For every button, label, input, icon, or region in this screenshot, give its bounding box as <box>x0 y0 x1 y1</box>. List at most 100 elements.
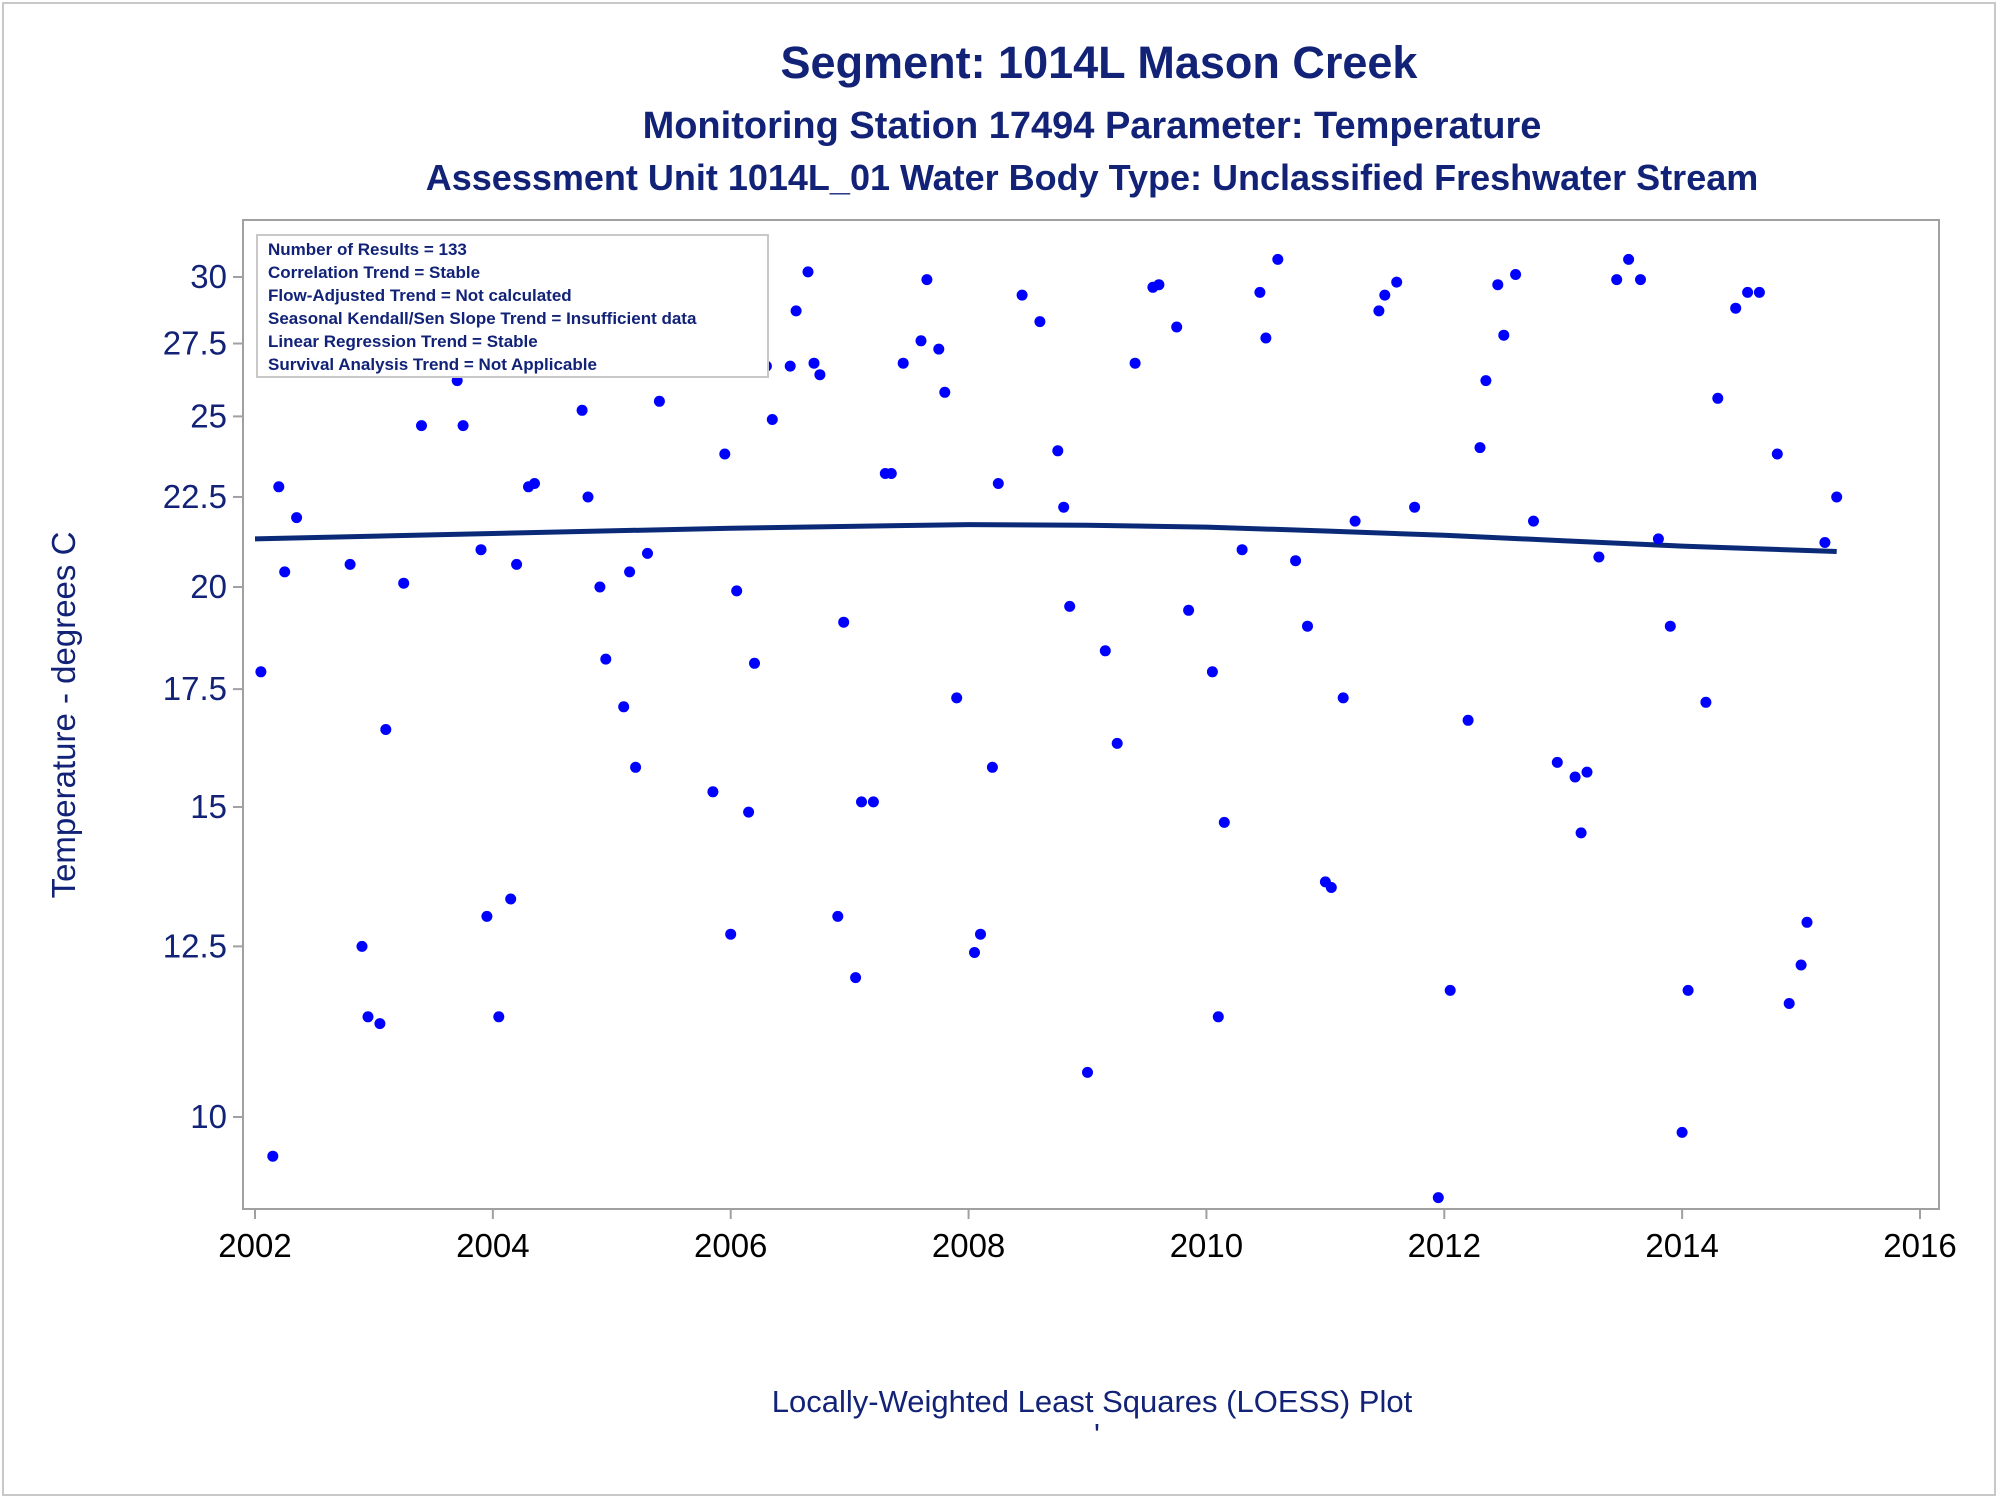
x-tick-label: 2016 <box>1883 1227 1956 1264</box>
data-point <box>1052 445 1064 457</box>
data-point <box>1302 620 1313 632</box>
data-point <box>1753 286 1765 298</box>
data-point <box>279 566 291 578</box>
data-point <box>939 386 951 398</box>
data-point <box>267 1150 279 1162</box>
data-point <box>731 585 743 597</box>
x-tick-label: 2004 <box>456 1227 529 1264</box>
data-point <box>1611 274 1623 286</box>
chart-subtitle-assessment: Assessment Unit 1014L_01 Water Body Type… <box>426 157 1759 198</box>
data-point <box>624 566 636 578</box>
loess-trend-line <box>254 522 1837 554</box>
data-point <box>885 468 897 479</box>
data-point <box>1801 916 1813 928</box>
x-tick-label: 2002 <box>218 1227 291 1264</box>
data-point <box>790 305 802 317</box>
data-point <box>814 369 826 381</box>
data-point <box>1171 321 1183 333</box>
data-point <box>1409 501 1421 513</box>
data-point <box>969 947 980 958</box>
data-point <box>416 420 427 432</box>
data-point <box>362 1011 374 1023</box>
data-point <box>838 616 850 628</box>
inset-line-linear-regression: Linear Regression Trend = Stable <box>268 332 538 351</box>
plot-area <box>242 219 1940 1210</box>
data-point <box>380 724 392 735</box>
data-point <box>1432 1192 1444 1204</box>
data-point <box>707 786 719 798</box>
data-point <box>808 357 820 369</box>
x-tick-label: 2010 <box>1170 1227 1243 1264</box>
data-point <box>719 448 731 460</box>
x-tick-label: 2008 <box>932 1227 1005 1264</box>
data-point <box>576 404 588 416</box>
data-point <box>1183 604 1195 616</box>
y-tick-label: 12.5 <box>163 927 227 964</box>
data-point <box>1373 305 1385 317</box>
data-point <box>1325 882 1337 893</box>
data-point <box>802 266 814 278</box>
data-point <box>653 395 665 407</box>
data-point <box>255 666 267 678</box>
data-point <box>618 701 630 713</box>
data-point <box>374 1018 386 1030</box>
data-point <box>1593 551 1605 563</box>
data-point <box>1218 816 1230 828</box>
data-point <box>1795 959 1807 971</box>
data-point <box>505 893 517 905</box>
data-point <box>493 1011 505 1023</box>
x-axis: 2002 2004 2006 2008 2010 2012 2014 2016 <box>218 1209 1957 1264</box>
data-point <box>1712 392 1724 404</box>
data-point <box>398 577 410 589</box>
data-point <box>1082 1066 1093 1078</box>
data-point <box>1272 253 1284 265</box>
data-point <box>1034 316 1046 328</box>
data-point <box>1664 620 1676 632</box>
data-point <box>1730 302 1742 314</box>
data-point <box>1016 289 1028 301</box>
data-point <box>481 910 493 922</box>
data-point <box>915 335 927 347</box>
data-point <box>1635 274 1646 286</box>
data-point <box>951 692 963 704</box>
data-point <box>933 343 945 355</box>
data-point <box>291 512 303 524</box>
data-point <box>1236 544 1248 556</box>
footnote-mark: ' <box>1094 1417 1100 1452</box>
data-point <box>1153 279 1165 291</box>
data-point <box>992 478 1004 489</box>
inset-line-results: Number of Results = 133 <box>268 240 467 259</box>
data-point <box>529 478 540 489</box>
data-point <box>1700 696 1712 708</box>
data-point <box>511 558 523 570</box>
data-point <box>1510 269 1522 280</box>
y-tick-label: 22.5 <box>163 478 227 515</box>
data-point <box>1819 537 1831 548</box>
data-points <box>255 241 1843 1204</box>
data-point <box>1480 375 1492 387</box>
x-tick-label: 2014 <box>1645 1227 1718 1264</box>
data-point <box>850 972 862 984</box>
data-point <box>975 928 986 940</box>
data-point <box>832 910 844 922</box>
y-axis: 10 12.5 15 17.5 20 22.5 25 27.5 30 <box>163 258 243 1135</box>
data-point <box>1111 737 1123 749</box>
data-point <box>766 414 778 425</box>
data-point <box>867 796 879 808</box>
data-point <box>986 761 998 773</box>
chart-title: Segment: 1014L Mason Creek <box>781 37 1419 88</box>
data-point <box>457 420 469 432</box>
data-point <box>1290 555 1302 567</box>
data-point <box>475 544 487 556</box>
data-point <box>749 657 760 669</box>
data-point <box>1474 442 1486 454</box>
y-tick-label: 27.5 <box>163 325 227 362</box>
data-point <box>1212 1011 1224 1023</box>
data-point <box>1129 357 1141 369</box>
data-point <box>1349 515 1361 527</box>
data-point <box>1492 279 1504 291</box>
data-point <box>582 491 594 503</box>
data-point <box>356 940 368 952</box>
